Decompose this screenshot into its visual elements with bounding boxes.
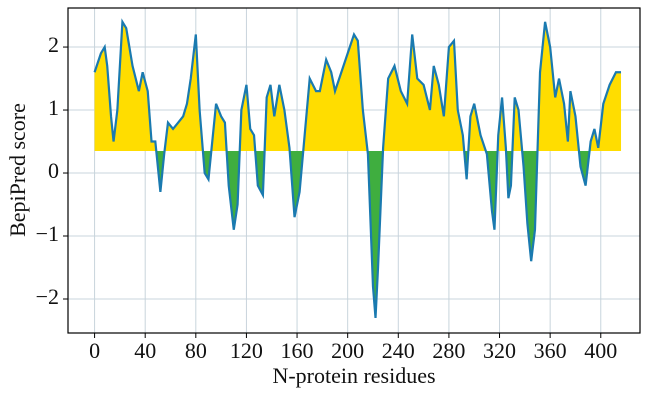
line — [93, 18, 622, 318]
x-tick-label: 400 — [584, 338, 617, 363]
y-tick-label: 1 — [48, 95, 59, 120]
x-tick-label: 160 — [281, 338, 314, 363]
y-tick-label: −2 — [36, 284, 59, 309]
x-tick-label: 0 — [89, 338, 100, 363]
x-tick-label: 240 — [382, 338, 415, 363]
y-tick-label: 2 — [48, 32, 59, 57]
x-tick-label: 360 — [534, 338, 567, 363]
x-axis-label: N-protein residues — [272, 363, 435, 388]
x-tick-label: 280 — [432, 338, 465, 363]
y-axis-label: BepiPred score — [5, 103, 30, 237]
x-tick-label: 120 — [230, 338, 263, 363]
x-tick-label: 200 — [331, 338, 364, 363]
y-tick-label: −1 — [36, 221, 59, 246]
x-tick-label: 40 — [134, 338, 156, 363]
y-tick-label: 0 — [48, 158, 59, 183]
plot-frame — [67, 7, 641, 334]
x-tick-label: 320 — [483, 338, 516, 363]
x-tick-label: 80 — [185, 338, 207, 363]
area-above — [94, 21, 622, 151]
